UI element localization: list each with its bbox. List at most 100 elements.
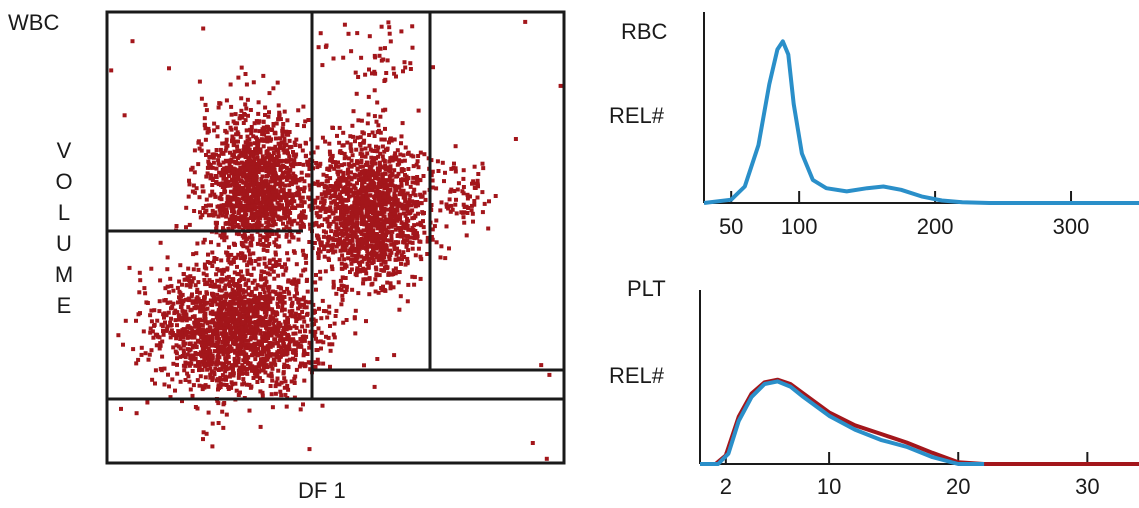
scatter-point xyxy=(290,308,295,313)
scatter-point xyxy=(247,408,252,413)
scatter-point xyxy=(284,234,289,239)
scatter-point xyxy=(350,243,355,248)
scatter-point xyxy=(256,201,261,206)
scatter-point xyxy=(302,364,307,369)
scatter-point xyxy=(401,211,406,216)
scatter-point xyxy=(228,201,233,206)
scatter-point xyxy=(272,324,277,329)
scatter-point xyxy=(236,252,241,257)
scatter-point xyxy=(300,203,304,208)
scatter-point xyxy=(337,176,342,181)
scatter-point xyxy=(233,121,238,126)
scatter-point xyxy=(210,421,215,426)
scatter-point xyxy=(271,316,276,321)
scatter-point xyxy=(290,300,295,305)
scatter-point xyxy=(348,145,353,150)
scatter-point xyxy=(162,315,166,320)
scatter-point xyxy=(266,125,270,130)
scatter-point xyxy=(204,208,209,213)
scatter-point xyxy=(396,233,401,238)
scatter-point xyxy=(235,217,240,221)
scatter-point xyxy=(242,294,247,299)
scatter-point xyxy=(233,381,238,386)
scatter-point xyxy=(206,252,210,257)
scatter-point xyxy=(335,196,340,201)
scatter-point xyxy=(460,189,465,194)
scatter-point xyxy=(242,151,247,155)
scatter-point xyxy=(174,333,179,338)
scatter-point xyxy=(321,172,326,177)
scatter-point xyxy=(260,138,265,143)
scatter-point xyxy=(335,206,340,210)
scatter-point xyxy=(379,206,384,210)
scatter-point xyxy=(412,215,416,220)
scatter-point xyxy=(265,236,270,241)
scatter-point xyxy=(270,204,275,209)
scatter-point xyxy=(157,346,162,351)
scatter-point xyxy=(381,57,386,62)
scatter-point xyxy=(359,147,364,152)
scatter-point xyxy=(293,357,298,362)
scatter-point xyxy=(302,305,307,310)
scatter-point xyxy=(291,171,296,176)
scatter-point xyxy=(430,227,435,232)
scatter-point xyxy=(300,195,305,200)
scatter-point xyxy=(223,347,227,352)
scatter-point xyxy=(410,225,415,230)
scatter-point xyxy=(333,164,338,168)
scatter-point xyxy=(407,200,412,205)
scatter-point xyxy=(284,210,289,215)
scatter-point xyxy=(355,244,360,249)
scatter-point xyxy=(374,190,379,195)
scatter-point xyxy=(316,251,320,256)
scatter-point xyxy=(416,154,421,158)
scatter-point xyxy=(209,203,213,208)
scatter-point xyxy=(214,180,219,185)
scatter-point xyxy=(271,269,276,274)
scatter-point xyxy=(374,172,379,177)
scatter-point xyxy=(432,224,437,229)
scatter-point xyxy=(398,217,402,222)
scatter-point xyxy=(240,242,244,246)
scatter-point xyxy=(232,149,237,154)
scatter-point xyxy=(284,196,289,201)
scatter-point xyxy=(216,360,221,365)
wbc-scatter-points xyxy=(109,19,563,461)
scatter-point xyxy=(261,349,265,353)
scatter-point xyxy=(206,161,211,166)
scatter-point xyxy=(281,187,286,192)
scatter-point xyxy=(189,326,194,331)
scatter-point xyxy=(218,361,223,366)
scatter-point xyxy=(234,132,239,137)
scatter-point xyxy=(177,279,182,284)
scatter-point xyxy=(334,222,339,227)
scatter-point xyxy=(364,237,368,242)
scatter-point xyxy=(358,176,363,181)
scatter-point xyxy=(356,241,361,246)
scatter-point xyxy=(233,326,238,331)
scatter-point xyxy=(393,187,398,192)
scatter-point xyxy=(348,142,353,147)
scatter-point xyxy=(453,144,458,149)
scatter-point xyxy=(378,248,383,253)
scatter-point xyxy=(249,167,254,171)
scatter-point xyxy=(277,215,282,220)
scatter-point xyxy=(269,374,274,379)
scatter-point xyxy=(165,255,170,260)
scatter-point xyxy=(281,227,286,232)
scatter-point xyxy=(315,357,320,362)
scatter-point xyxy=(168,320,173,325)
scatter-point xyxy=(249,300,254,305)
scatter-point xyxy=(246,226,251,231)
scatter-point xyxy=(204,174,209,179)
scatter-point xyxy=(475,178,480,183)
scatter-point xyxy=(224,214,229,219)
scatter-point xyxy=(429,173,434,178)
scatter-point xyxy=(209,173,214,178)
scatter-point xyxy=(242,166,247,171)
scatter-point xyxy=(229,196,234,201)
scatter-point xyxy=(222,231,227,236)
scatter-point xyxy=(385,183,390,188)
scatter-point xyxy=(304,260,309,265)
scatter-point xyxy=(181,342,186,347)
